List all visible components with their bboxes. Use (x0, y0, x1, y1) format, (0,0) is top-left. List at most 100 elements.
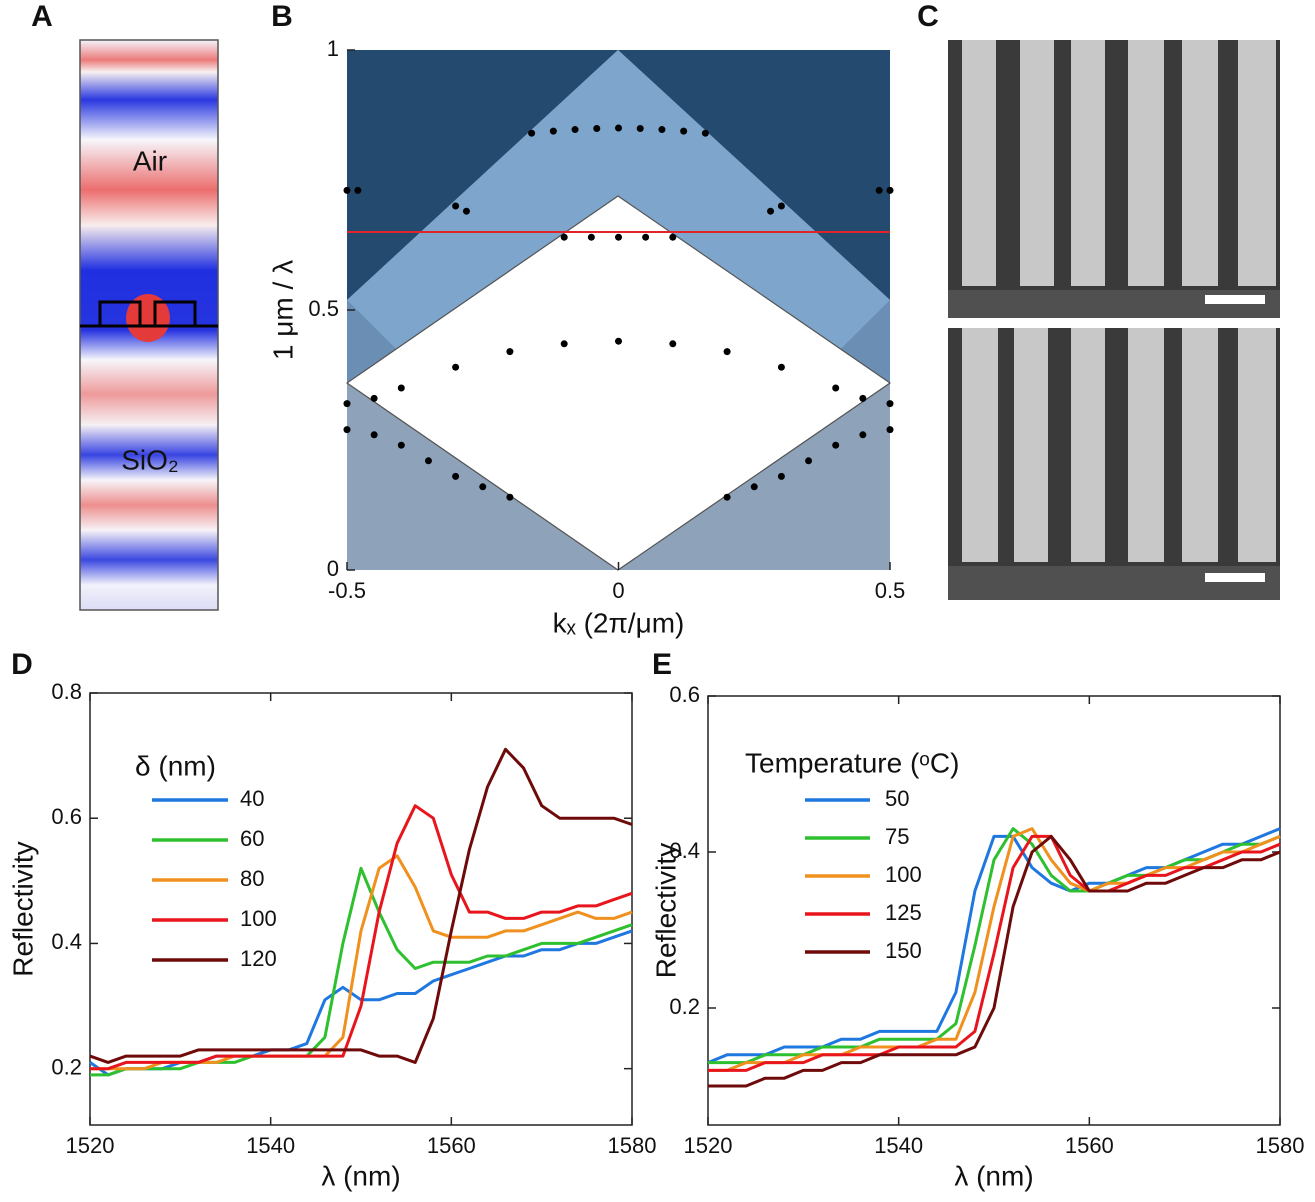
band-point (859, 394, 867, 402)
band-point (658, 126, 666, 134)
x-tick-label: 1580 (1256, 1133, 1305, 1158)
panel-label: D (11, 648, 33, 681)
band-point (370, 431, 378, 439)
legend-label: 120 (240, 946, 277, 971)
region-label: SiO₂ (121, 444, 179, 475)
band-point (571, 126, 579, 134)
band-point (452, 202, 460, 210)
panel-label: E (652, 648, 672, 681)
panel-label: B (271, 0, 293, 33)
band-point (343, 186, 351, 194)
y-tick-label: 0.4 (669, 838, 700, 863)
y-tick-label: 0.8 (51, 679, 82, 704)
x-tick-label: 1540 (246, 1133, 295, 1158)
band-point (886, 186, 894, 194)
region-label: Air (133, 145, 167, 176)
y-tick-label: 0.6 (669, 682, 700, 707)
legend-label: 50 (885, 786, 909, 811)
panel-label: A (31, 0, 53, 33)
y-tick-label: 0 (327, 556, 339, 581)
band-point (370, 394, 378, 402)
band-point (528, 129, 536, 137)
band-point (886, 426, 894, 434)
x-tick-label: -0.5 (328, 578, 366, 603)
y-tick-label: 0.6 (51, 804, 82, 829)
band-point (397, 441, 405, 449)
band-point (506, 493, 514, 501)
band-point (615, 124, 622, 132)
plot-frame (89, 692, 633, 1126)
x-axis-label: λ (nm) (321, 1160, 400, 1191)
band-point (777, 202, 785, 210)
band-point (701, 129, 709, 137)
y-tick-label: 0.4 (51, 929, 82, 954)
x-tick-label: 1560 (1065, 1133, 1114, 1158)
band-point (777, 472, 785, 480)
band-point (723, 348, 731, 356)
y-tick-label: 0.2 (51, 1054, 82, 1079)
y-axis-label: Reflectivity (7, 841, 38, 976)
band-point (354, 186, 362, 194)
band-point (615, 337, 622, 345)
band-point (832, 384, 840, 392)
series-line (90, 804, 633, 1071)
legend-label: 40 (240, 786, 264, 811)
y-axis-label: Reflectivity (650, 843, 681, 978)
band-point (560, 340, 568, 348)
band-point (424, 457, 432, 465)
band-point (506, 348, 514, 356)
y-tick-label: 0.5 (308, 296, 339, 321)
band-point (479, 483, 487, 491)
legend-label: 60 (240, 826, 264, 851)
series-line (90, 866, 633, 1077)
legend-label: 75 (885, 824, 909, 849)
band-point (343, 426, 351, 434)
y-axis-label: 1 μm / λ (267, 260, 298, 360)
x-tick-label: 1520 (66, 1133, 115, 1158)
band-point (593, 125, 601, 133)
band-point (343, 400, 351, 408)
series-line (89, 747, 633, 1064)
sem-images (948, 40, 1280, 600)
band-point (886, 400, 894, 408)
band-point (636, 125, 644, 133)
x-tick-label: 0 (612, 578, 624, 603)
x-tick-label: 1560 (427, 1133, 476, 1158)
panel-label: C (917, 0, 939, 33)
band-point (587, 233, 595, 241)
x-axis-label: λ (nm) (954, 1160, 1033, 1191)
legend-label: 150 (885, 938, 922, 963)
band-point (452, 472, 460, 480)
band-point (859, 431, 867, 439)
band-point (642, 233, 650, 241)
x-axis-label: kₓ (2π/μm) (553, 607, 685, 638)
legend-title: δ (nm) (135, 750, 216, 781)
band-point (767, 207, 775, 215)
band-point (452, 363, 460, 371)
band-point (397, 384, 405, 392)
band-point (560, 233, 568, 241)
x-tick-label: 1520 (684, 1133, 733, 1158)
legend-label: 125 (885, 900, 922, 925)
band-point (669, 340, 677, 348)
y-tick-label: 0.2 (669, 994, 700, 1019)
band-regions (345, 50, 892, 571)
legend-label: 100 (885, 862, 922, 887)
legend-label: 100 (240, 906, 277, 931)
x-tick-label: 1580 (608, 1133, 657, 1158)
field-map: Air SiO₂ (79, 39, 219, 611)
y-tick-label: 1 (327, 36, 339, 61)
band-point (680, 127, 688, 135)
series-line (708, 834, 1281, 1088)
band-point (615, 233, 622, 241)
x-tick-label: 1540 (874, 1133, 923, 1158)
legend-label: 80 (240, 866, 264, 891)
band-point (669, 233, 677, 241)
band-point (723, 493, 731, 501)
x-tick-label: 0.5 (875, 578, 906, 603)
plot-frame (707, 695, 1281, 1126)
band-point (462, 207, 470, 215)
band-point (750, 483, 758, 491)
legend-title: Temperature (ᵒC) (745, 747, 959, 778)
